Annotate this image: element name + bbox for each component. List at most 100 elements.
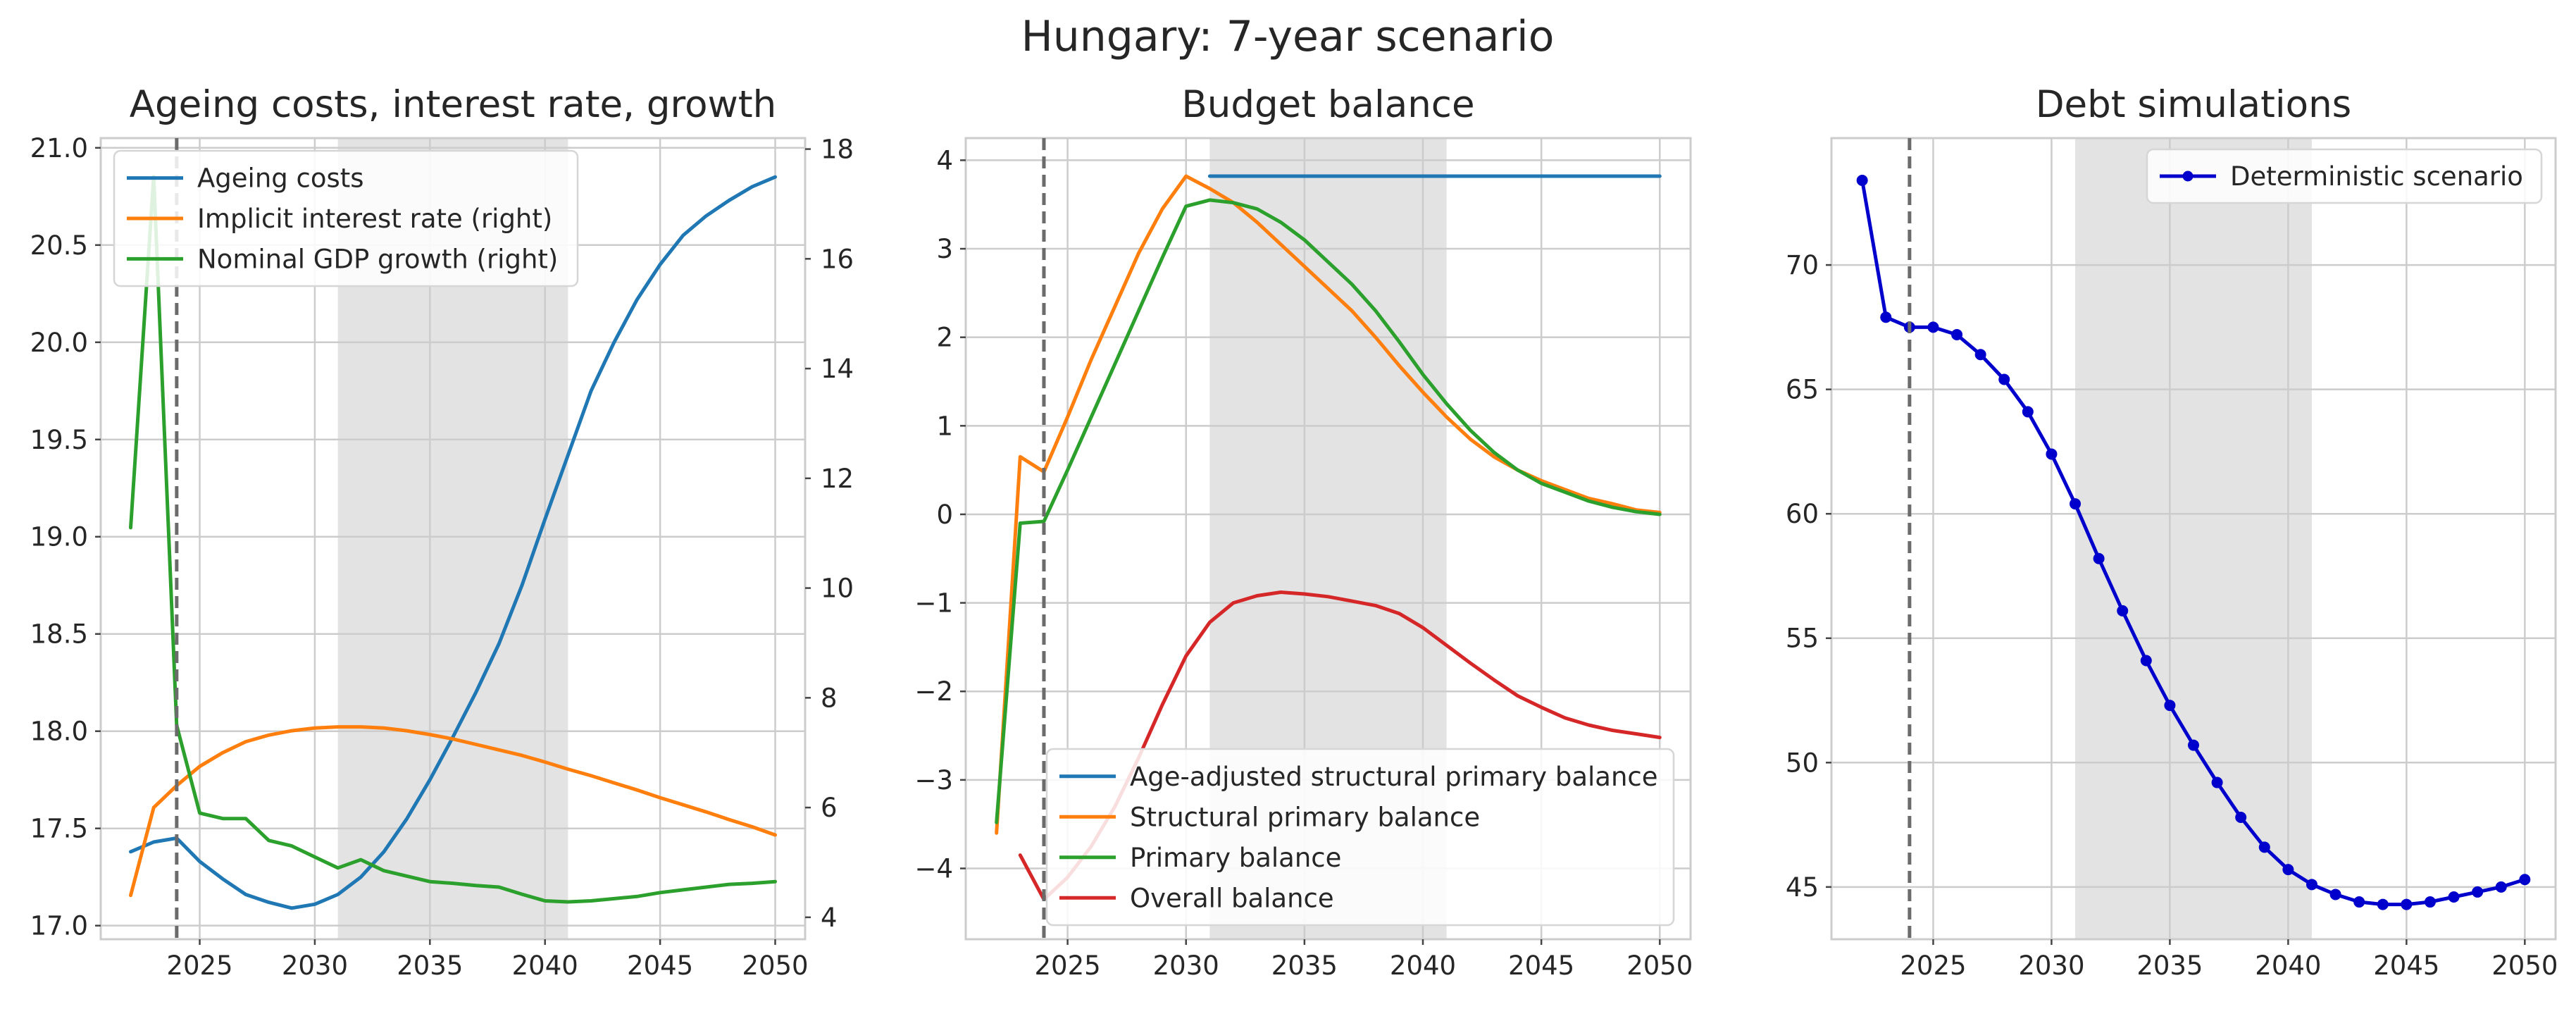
ageing-costs-y2-tick-label: 14 [821, 354, 854, 384]
debt-simulations-data-point [2140, 655, 2152, 667]
ageing-costs-y2-tick-label: 16 [821, 244, 854, 274]
debt-simulations-y-tick-label: 60 [1786, 499, 1819, 529]
ageing-costs-legend-box [113, 149, 579, 287]
ageing-costs-y2-tick-label: 18 [821, 135, 854, 165]
ageing-costs-x-tick-label: 2045 [627, 951, 693, 981]
debt-simulations-data-point [2258, 841, 2270, 853]
ageing-costs-y-tick-label: 19.5 [30, 425, 88, 455]
budget-balance-legend-label: Structural primary balance [1130, 802, 1480, 832]
budget-balance-x-tick-label: 2050 [1626, 951, 1693, 981]
ageing-costs-y-tick-label: 19.0 [30, 522, 88, 552]
debt-simulations-legend-label: Deterministic scenario [2230, 161, 2523, 192]
budget-balance-axes-frame [964, 137, 1692, 941]
debt-simulations-data-point [2093, 552, 2105, 564]
budget-balance-title: Budget balance [1181, 83, 1474, 126]
debt-simulations-data-point [1880, 311, 1892, 323]
ageing-costs-y2-tick-label: 12 [821, 464, 854, 494]
ageing-costs-x-tick-label: 2025 [166, 951, 232, 981]
budget-balance-y-tick-label: 4 [936, 145, 953, 175]
budget-balance-series-primary-balance [995, 198, 1662, 824]
budget-balance-y-tick-label: 0 [936, 500, 953, 530]
ageing-costs-x-tick-label: 2030 [282, 951, 348, 981]
panel-budget-balance: 2025 2030 2035 2040 2045 2050 −4 −3 −2 −1 0 1 2 3 4 Bud… [914, 83, 1693, 981]
budget-balance-legend-label: Primary balance [1130, 843, 1341, 873]
debt-simulations-x-tick-label: 2045 [2373, 951, 2439, 981]
debt-simulations-x-tick-label: 2025 [1900, 951, 1966, 981]
debt-simulations-axes-frame [1830, 137, 2557, 941]
debt-simulations-data-point [2495, 881, 2507, 893]
debt-simulations-legend-marker [2182, 171, 2194, 182]
budget-balance-x-tick-label: 2025 [1035, 951, 1101, 981]
ageing-costs-x-tick-label: 2035 [397, 951, 463, 981]
debt-simulations-data-point [2448, 891, 2460, 903]
ageing-costs-legend-label: Implicit interest rate (right) [197, 204, 552, 234]
debt-simulations-title: Debt simulations [2036, 83, 2352, 126]
debt-simulations-data-point [2046, 448, 2058, 460]
budget-balance-x-tick-label: 2035 [1271, 951, 1338, 981]
ageing-costs-y-tick-label: 17.5 [30, 814, 88, 844]
debt-simulations-y-tick-label: 45 [1786, 872, 1819, 903]
debt-simulations-data-point [1856, 175, 1868, 187]
ageing-costs-legend: Ageing costs Implicit interest rate (righ… [113, 149, 579, 287]
ageing-costs-y-tick-label: 18.0 [30, 717, 88, 747]
debt-simulations-legend-box [2146, 148, 2543, 204]
budget-balance-legend-label: Age-adjusted structural primary balance [1130, 762, 1658, 792]
panel-debt-simulations: 2025 2030 2035 2040 2045 2050 45 50 55 60 65 70 Debt… [1786, 83, 2558, 981]
debt-simulations-data-point [2070, 498, 2082, 510]
debt-simulations-data-point [2164, 700, 2176, 712]
debt-simulations-data-point [1998, 373, 2010, 385]
debt-simulations-shaded-period [2075, 138, 2312, 939]
ageing-costs-title: Ageing costs, interest rate, growth [130, 83, 777, 126]
debt-simulations-data-point [2022, 406, 2034, 418]
debt-simulations-data-point [2282, 864, 2294, 876]
budget-balance-y-tick-label: −2 [914, 676, 953, 707]
ageing-costs-y2-tick-label: 8 [821, 683, 838, 713]
debt-simulations-data-point [2472, 886, 2484, 898]
debt-simulations-x-tick-label: 2030 [2018, 951, 2084, 981]
budget-balance-y-tick-label: 1 [936, 411, 953, 441]
debt-simulations-data-point [2424, 896, 2436, 908]
budget-balance-y-tick-label: −4 [914, 853, 953, 884]
debt-simulations-data-point [2117, 605, 2129, 617]
debt-simulations-data-point [2401, 898, 2413, 910]
budget-balance-x-tick-label: 2045 [1508, 951, 1574, 981]
ageing-costs-legend-label: Nominal GDP growth (right) [197, 244, 558, 274]
debt-simulations-data-point [2306, 879, 2317, 891]
budget-balance-x-tick-label: 2040 [1390, 951, 1456, 981]
debt-simulations-data-point [1951, 328, 1963, 340]
debt-simulations-data-point [2519, 874, 2531, 886]
debt-simulations-data-point [2377, 898, 2389, 910]
ageing-costs-series-ageing-costs [129, 175, 777, 910]
budget-balance-y-tick-label: 3 [936, 234, 953, 264]
debt-simulations-x-tick-label: 2040 [2255, 951, 2321, 981]
ageing-costs-y-tick-label: 21.0 [30, 133, 88, 163]
ageing-costs-y2-tick-label: 4 [821, 903, 838, 933]
ageing-costs-y-tick-label: 20.0 [30, 328, 88, 358]
ageing-costs-y2-tick-label: 10 [821, 574, 854, 604]
debt-simulations-data-point [2211, 776, 2223, 788]
debt-simulations-data-point [2235, 811, 2247, 823]
ageing-costs-y-tick-label: 17.0 [30, 911, 88, 941]
debt-simulations-y-tick-label: 55 [1786, 624, 1819, 654]
budget-balance-legend: Age-adjusted structural primary balance S… [1045, 748, 1675, 927]
ageing-costs-y2-tick-label: 6 [821, 793, 838, 823]
debt-simulations-y-tick-label: 50 [1786, 748, 1819, 778]
budget-balance-y-tick-label: −3 [914, 765, 953, 796]
ageing-costs-legend-label: Ageing costs [197, 163, 364, 194]
debt-simulations-data-point [1927, 321, 1939, 333]
debt-simulations-legend: Deterministic scenario [2146, 148, 2543, 204]
debt-simulations-x-tick-label: 2050 [2491, 951, 2558, 981]
debt-simulations-data-point [2188, 739, 2199, 751]
ageing-costs-x-tick-label: 2040 [512, 951, 578, 981]
debt-simulations-data-point [2329, 889, 2341, 900]
budget-balance-legend-box [1045, 748, 1675, 927]
ageing-costs-y-tick-label: 20.5 [30, 230, 88, 261]
budget-balance-series-structural-primary-balance [995, 174, 1662, 835]
debt-simulations-data-point [2353, 896, 2365, 908]
budget-balance-y-tick-label: 2 [936, 323, 953, 353]
budget-balance-legend-label: Overall balance [1130, 883, 1334, 913]
debt-simulations-y-tick-label: 65 [1786, 375, 1819, 405]
debt-simulations-data-point [1974, 349, 1986, 361]
ageing-costs-x-tick-label: 2050 [742, 951, 808, 981]
debt-simulations-x-tick-label: 2035 [2136, 951, 2203, 981]
